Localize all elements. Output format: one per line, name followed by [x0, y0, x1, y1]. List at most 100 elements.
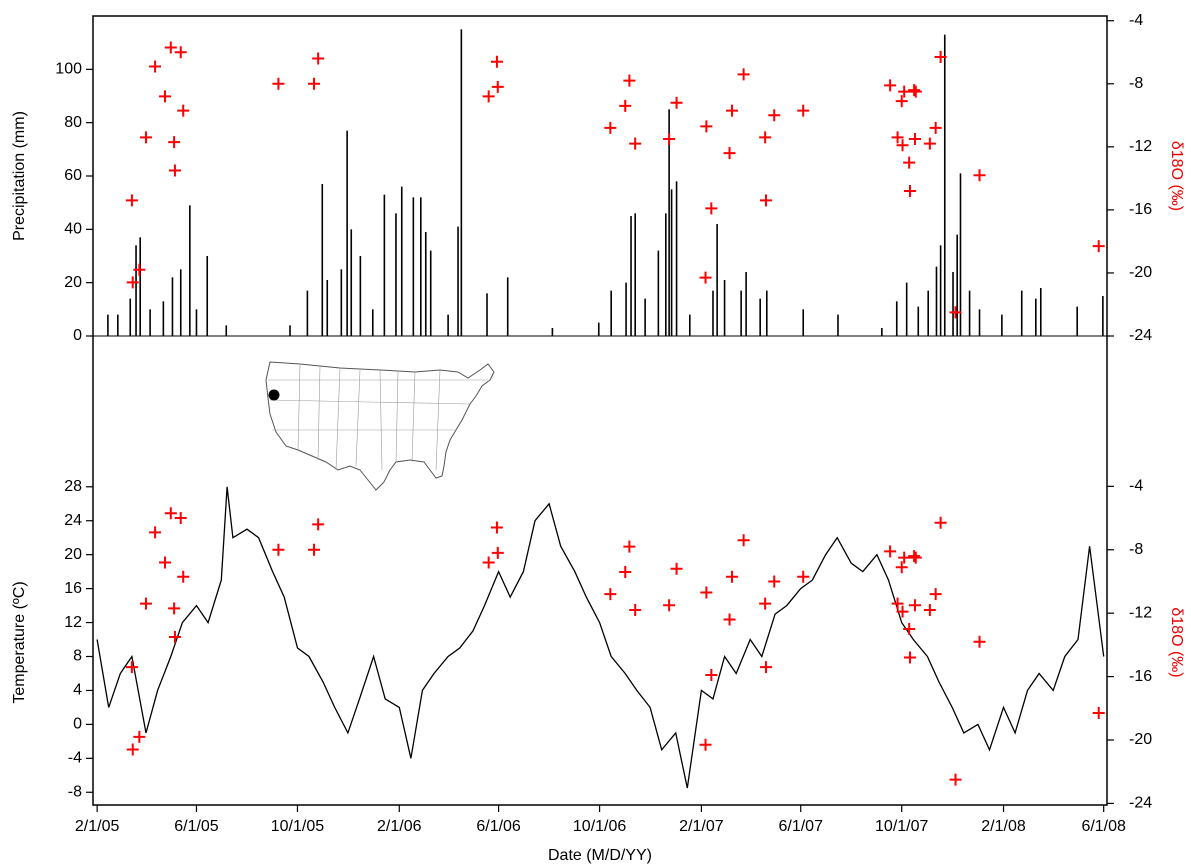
x-tick-label: 2/1/06 — [377, 818, 422, 835]
isotope-marker — [174, 512, 187, 525]
isotope-marker — [884, 79, 897, 92]
precip-bar — [359, 256, 362, 336]
y2-tick-label: -12 — [1129, 604, 1152, 621]
y-axis-label: Precipitation (mm) — [11, 111, 28, 241]
isotope-marker — [737, 68, 750, 81]
precip-bar — [306, 290, 309, 336]
precip-bar — [895, 301, 898, 336]
precip-bar — [419, 197, 422, 336]
isotope-marker — [973, 169, 986, 182]
isotope-marker — [482, 556, 495, 569]
isotope-marker — [923, 604, 936, 616]
x-tick-label: 6/1/08 — [1081, 818, 1126, 835]
isotope-marker — [604, 121, 617, 134]
isotope-marker — [164, 507, 177, 520]
precip-bar — [644, 298, 646, 336]
y2-tick-label: -4 — [1129, 478, 1143, 495]
precip-bar — [149, 309, 151, 336]
precip-bar — [665, 213, 667, 336]
precip-bar — [1039, 288, 1042, 336]
y-tick-label: 8 — [73, 648, 82, 665]
isotope-marker — [903, 184, 916, 197]
precip-bar — [917, 306, 920, 336]
precip-bar — [657, 250, 660, 336]
isotope-marker — [797, 570, 810, 583]
isotope-marker — [168, 164, 181, 177]
precip-bar — [712, 290, 714, 336]
precip-bar — [117, 314, 119, 336]
isotope-marker — [903, 623, 916, 636]
y-tick-label: 0 — [73, 327, 82, 344]
precip-bar — [346, 130, 348, 336]
y2-axis-label: δ18O (‰) — [1168, 607, 1185, 677]
precip-bar — [943, 34, 946, 337]
precip-bar — [506, 277, 509, 336]
precip-bar — [978, 309, 981, 336]
precip-bar — [689, 314, 691, 336]
isotope-marker — [898, 85, 911, 98]
isotope-marker — [896, 139, 909, 152]
isotope-marker — [623, 74, 636, 87]
precip-bar — [135, 245, 137, 336]
y2-tick-label: -24 — [1129, 327, 1152, 344]
x-tick-label: 10/1/05 — [271, 818, 324, 835]
isotope-marker — [759, 131, 772, 144]
precip-bar — [447, 314, 449, 336]
precip-bar — [927, 290, 930, 336]
precip-bar — [371, 309, 374, 336]
isotope-marker — [949, 306, 962, 319]
isotope-marker — [934, 50, 947, 63]
precip-bar — [139, 237, 141, 336]
precip-bar — [939, 245, 942, 336]
precip-bar — [723, 280, 726, 336]
precip-bar — [670, 189, 673, 336]
precip-bar — [321, 184, 324, 336]
isotope-marker — [1092, 240, 1105, 253]
isotope-marker — [159, 90, 172, 103]
precip-bar — [189, 205, 191, 336]
y2-tick-label: -24 — [1129, 795, 1152, 812]
x-axis-label: Date (M/D/YY) — [548, 847, 652, 864]
isotope-marker — [891, 597, 904, 610]
x-tick-label: 6/1/05 — [174, 818, 219, 835]
y-tick-label: 0 — [73, 716, 82, 733]
isotope-marker — [903, 651, 916, 664]
y2-tick-label: -20 — [1129, 731, 1152, 748]
precip-bar — [383, 194, 386, 336]
isotope-marker — [168, 602, 181, 615]
precip-bar — [400, 186, 403, 336]
y-tick-label: 80 — [64, 114, 82, 131]
y-tick-label: 40 — [64, 221, 82, 238]
isotope-marker — [759, 597, 772, 610]
isotope-marker — [623, 540, 636, 553]
y2-axis-label: δ18O (‰) — [1168, 141, 1185, 211]
isotope-marker — [139, 131, 152, 144]
isotope-marker — [895, 561, 908, 574]
y-tick-label: 4 — [73, 682, 82, 699]
isotope-marker — [491, 546, 504, 559]
precip-bar — [968, 290, 971, 336]
x-tick-label: 2/1/08 — [981, 818, 1026, 835]
isotope-marker — [670, 96, 683, 109]
isotope-marker — [929, 588, 942, 601]
precip-bar — [630, 216, 632, 336]
isotope-marker — [895, 95, 908, 108]
precip-bar — [952, 272, 954, 336]
isotope-marker — [125, 661, 138, 674]
isotope-marker — [159, 556, 172, 569]
precip-bar — [625, 282, 627, 336]
y-tick-label: 20 — [64, 274, 82, 291]
isotope-marker — [177, 570, 190, 583]
map-borders — [268, 363, 488, 471]
precip-bar — [326, 280, 329, 336]
precip-bar — [350, 229, 353, 336]
isotope-marker — [604, 588, 617, 601]
precip-bar — [107, 314, 109, 336]
us-map — [265, 361, 495, 491]
precip-bar — [881, 328, 883, 336]
isotope-marker — [949, 773, 962, 786]
isotope-marker — [929, 121, 942, 134]
isotope-marker — [663, 132, 676, 145]
isotope-marker — [737, 534, 750, 547]
